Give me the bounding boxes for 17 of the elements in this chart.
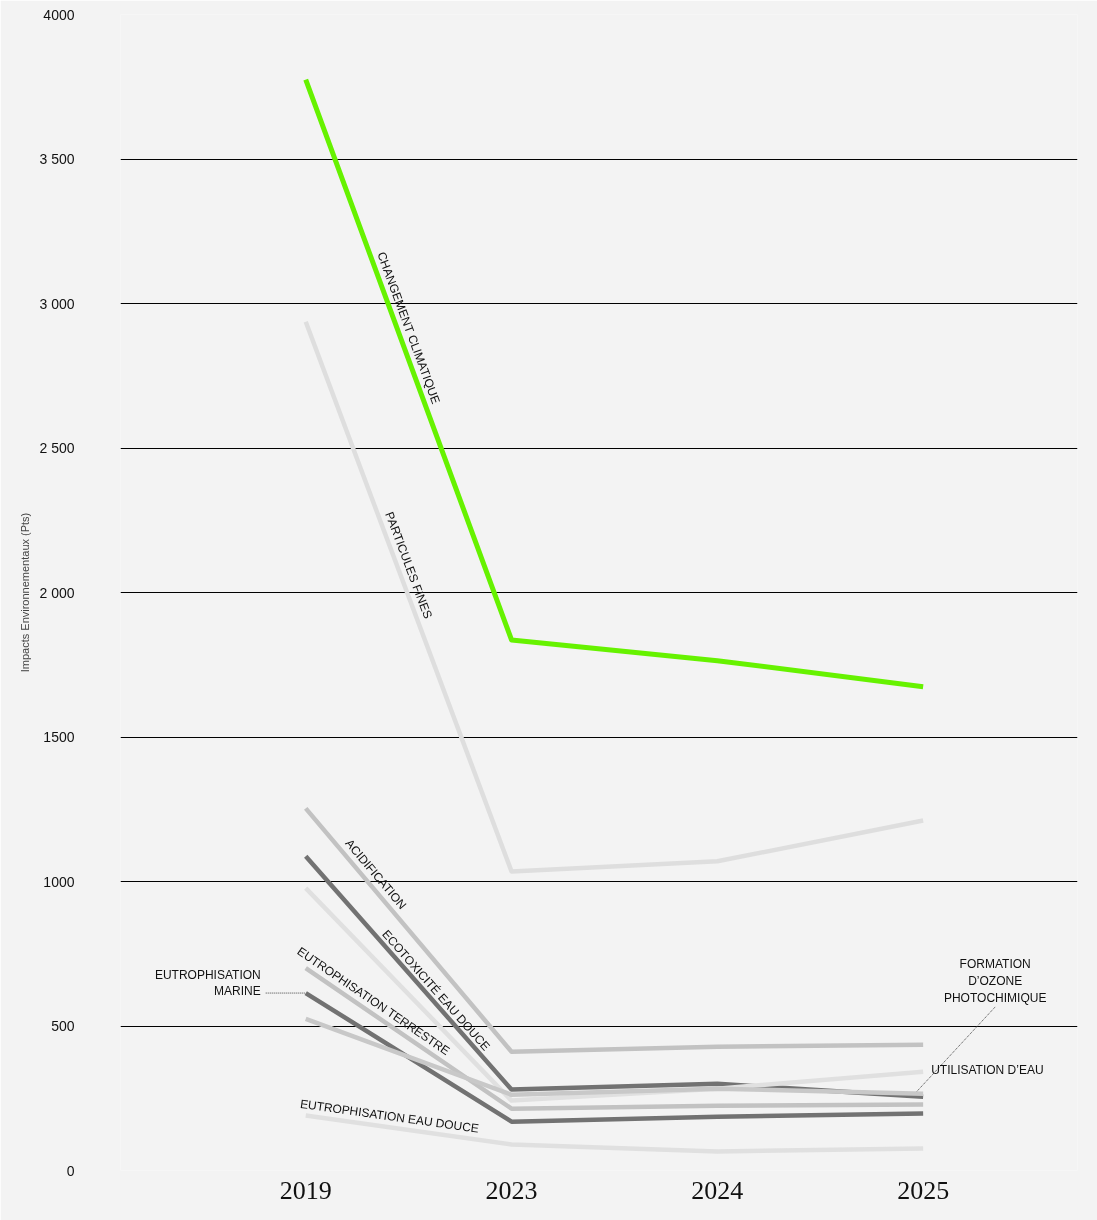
y-tick-label: 2 500 bbox=[39, 440, 75, 456]
x-tick-label: 2024 bbox=[691, 1175, 744, 1205]
y-tick-label: 3 000 bbox=[39, 295, 75, 312]
y-tick-label: 0 bbox=[66, 1162, 75, 1179]
series-label: UTILISATION D’EAU bbox=[931, 1062, 1044, 1077]
y-tick-label: 500 bbox=[51, 1018, 75, 1034]
y-tick-label: 1500 bbox=[43, 729, 75, 745]
y-tick-label: 2 000 bbox=[39, 584, 75, 601]
text: EUTROPHISATION MARINE bbox=[154, 967, 261, 999]
text: FORMATION D’OZONE PHOTOCHIMIQUE bbox=[943, 957, 1047, 1005]
y-axis-title: Impacts Environnementaux (Pts) bbox=[19, 512, 32, 673]
x-tick-label: 2025 bbox=[897, 1175, 950, 1205]
y-tick-label: 4000 bbox=[43, 6, 75, 23]
x-tick-label: 2019 bbox=[279, 1175, 332, 1205]
x-tick-label: 2023 bbox=[485, 1175, 538, 1205]
y-tick-label: 3 500 bbox=[39, 151, 75, 167]
y-tick-label: 1000 bbox=[43, 873, 75, 890]
